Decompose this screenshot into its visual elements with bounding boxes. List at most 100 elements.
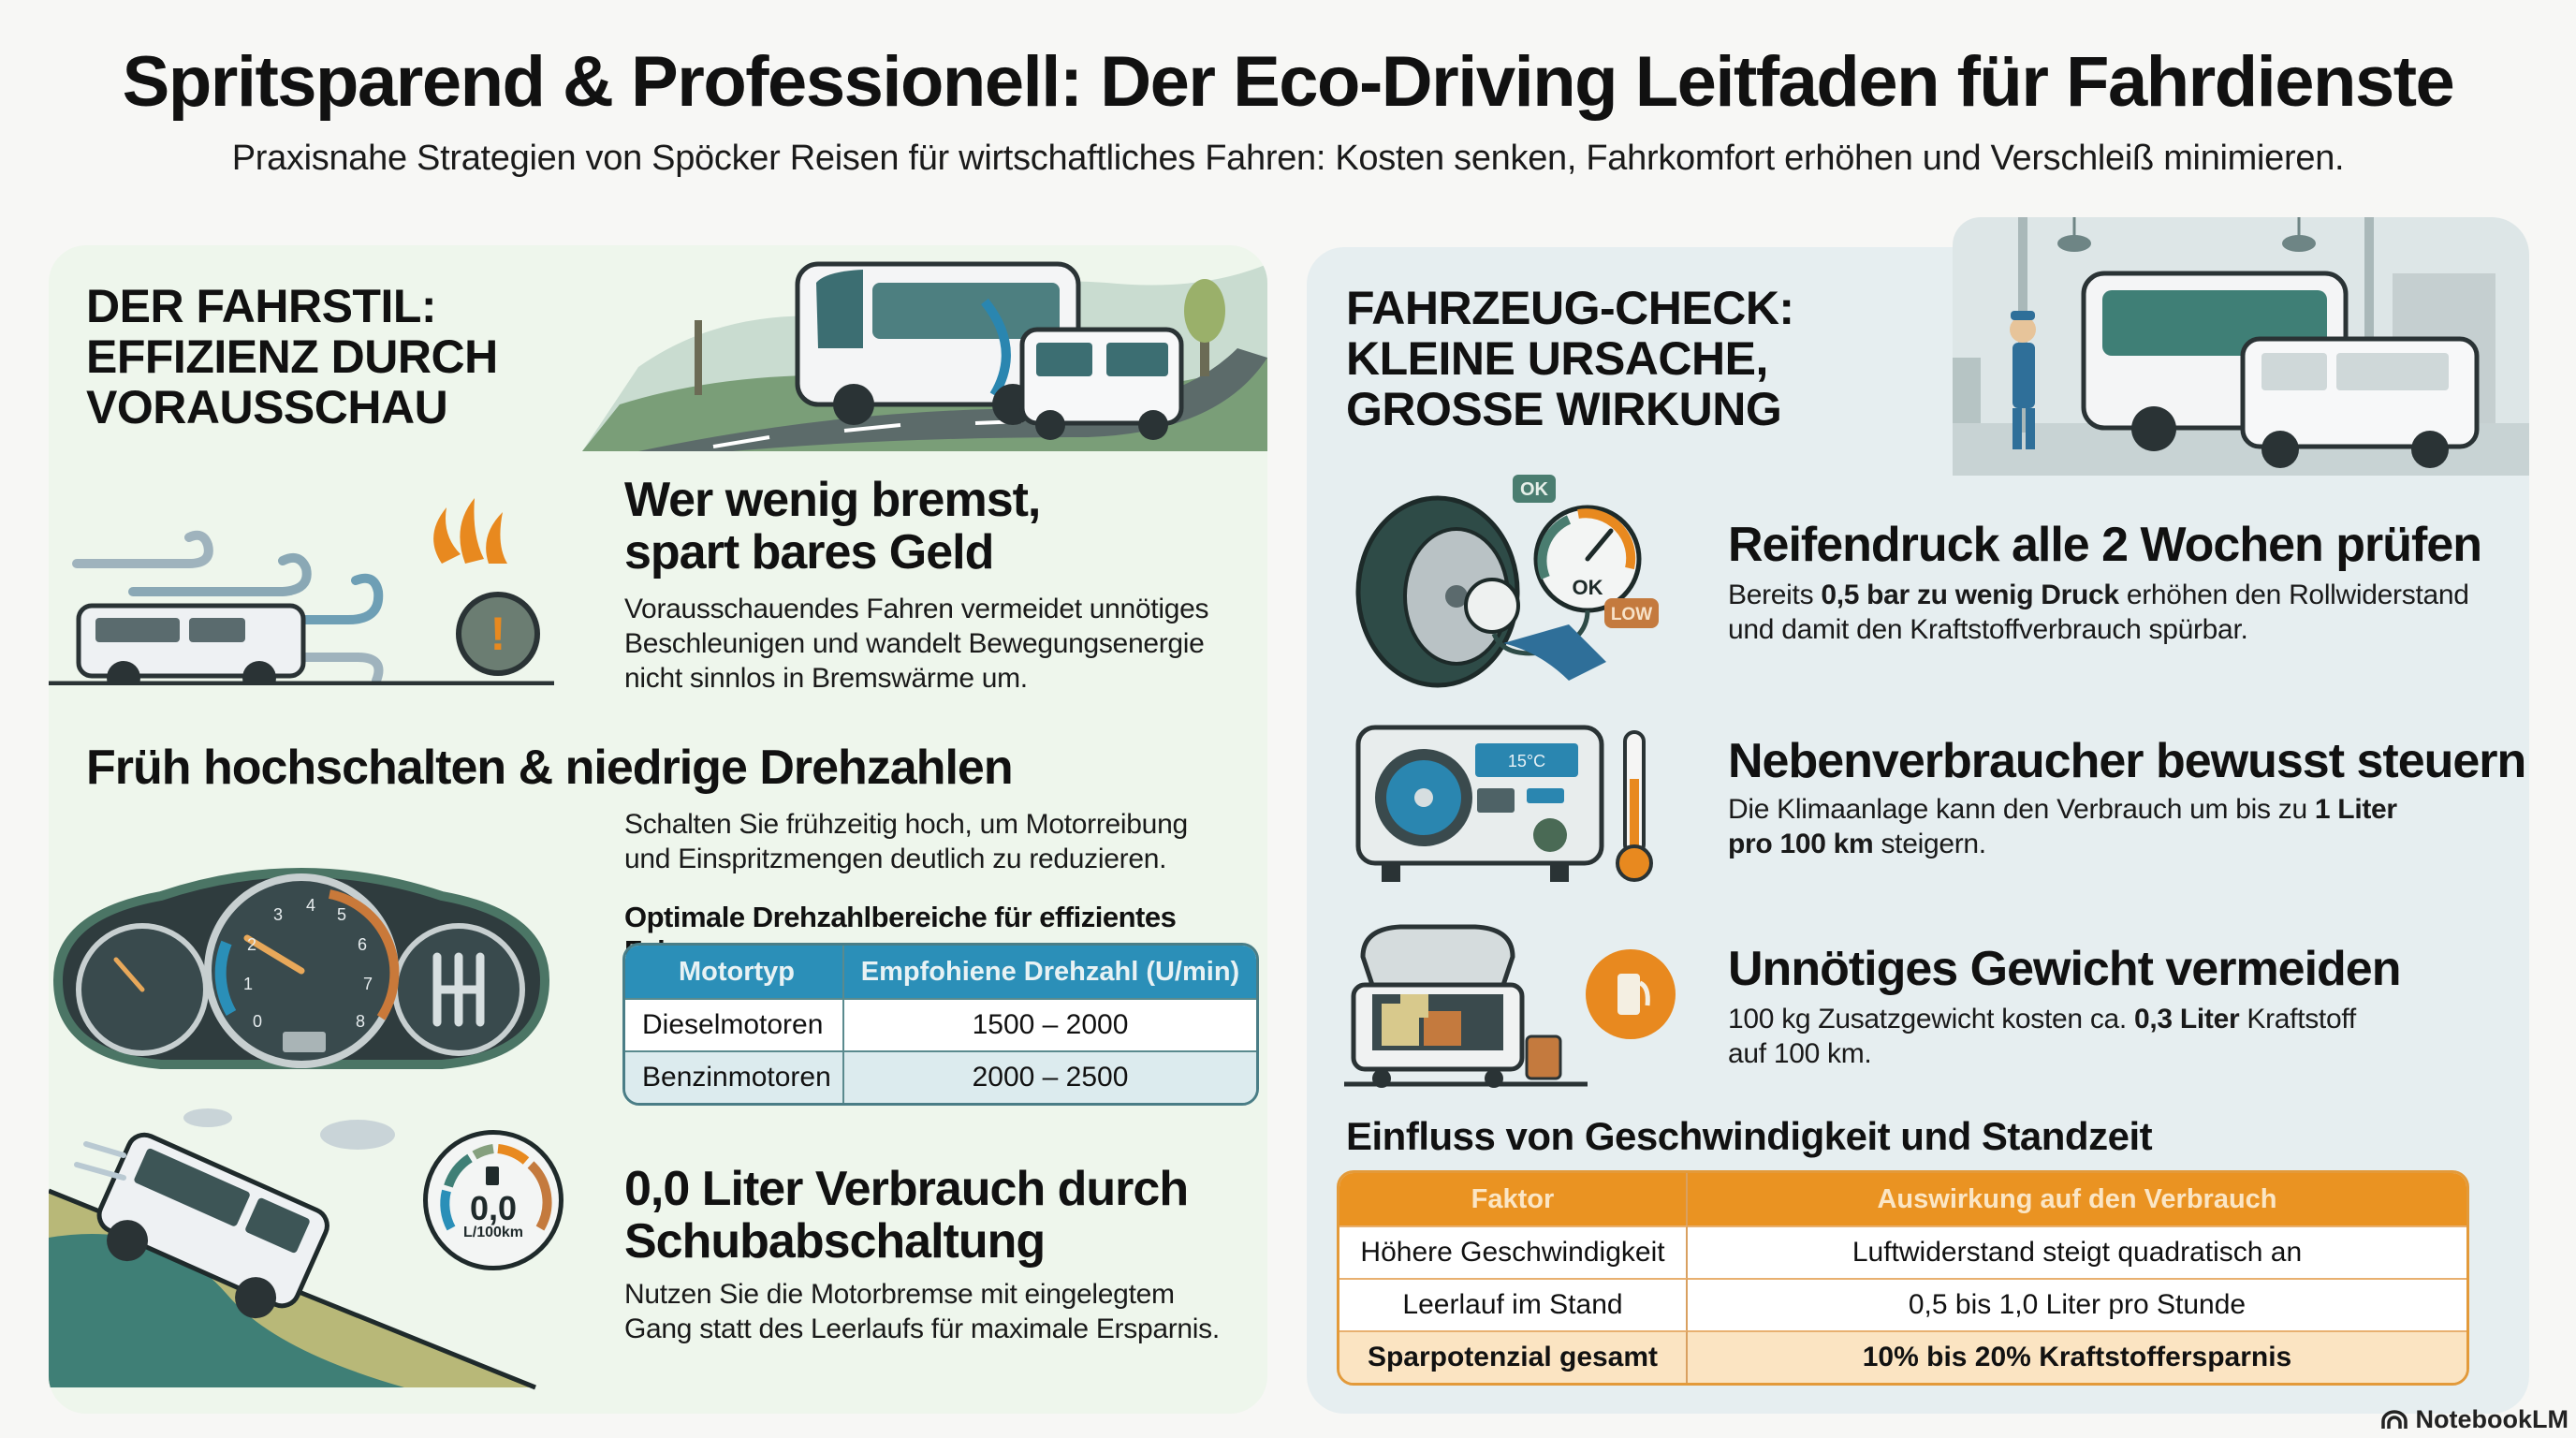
body-text: Bereits [1728,580,1822,610]
fuel-consumption-gauge: 0,0 L/100km [423,1130,564,1270]
rpm-col-header: Motortyp [625,946,844,998]
tach-label: 4 [306,896,315,915]
tach-label: 5 [337,905,346,924]
body-line: nicht sinnlos in Bremswärme um. [624,663,1028,694]
body-line: Gang statt des Leerlaufs für maximale Er… [624,1313,1220,1344]
tach-label: 6 [358,935,367,954]
heading-line: Schubabschaltung [624,1214,1046,1269]
body-line: und damit den Kraftstoffverbrauch spürba… [1728,614,2248,645]
dashboard-tachometer-icon: 0 1 2 3 4 5 6 7 8 [52,868,550,1069]
table-cell: 1500 – 2000 [844,998,1256,1050]
body-line: pro 100 km steigern. [1728,827,2397,861]
table-total-row: Sparpotenzial gesamt 10% bis 20% Kraftst… [1339,1330,2466,1383]
section-title-vehicle-check: FAHRZEUG-CHECK: KLEINE URSACHE, GROSSE W… [1346,283,1794,434]
tire-pressure-gauge-icon: OK OK LOW [1355,475,1659,688]
bus-and-van-on-road-illustration [582,261,1267,451]
page-title: Spritsparend & Professionell: Der Eco-Dr… [122,42,2455,122]
body-line: Bereits 0,5 bar zu wenig Druck erhöhen d… [1728,578,2469,612]
fuel-pump-icon [1617,974,1650,1015]
body-text: 100 kg Zusatzgewicht kosten ca. [1728,1004,2134,1034]
gauge-value: 0,0 [469,1189,518,1227]
table-row: Dieselmotoren 1500 – 2000 [625,998,1256,1050]
block-body-auxiliary-consumers: Die Klimaanlage kann den Verbrauch um bi… [1728,792,2397,861]
heading-line: 0,0 Liter Verbrauch durch [624,1162,1189,1216]
block-body-weight: 100 kg Zusatzgewicht kosten ca. 0,3 Lite… [1728,1002,2356,1071]
tach-label: 3 [273,905,283,924]
body-line: Nutzen Sie die Motorbremse mit eingelegt… [624,1279,1175,1310]
tach-label: 1 [243,975,253,993]
rpm-col-header: Empfohiene Drehzahl (U/min) [844,946,1256,998]
body-text: steigern. [1873,829,1986,859]
vehicle-check-panel: FAHRZEUG-CHECK: KLEINE URSACHE, GROSSE W… [1307,217,2529,1414]
brand-label: NotebookLM [2415,1405,2569,1433]
air-conditioner-thermometer-icon: 15°C [1355,725,1653,882]
block-heading-coasting: 0,0 Liter Verbrauch durch Schubabschaltu… [624,1162,1189,1269]
body-text-bold: pro 100 km [1728,829,1874,859]
heading-line: Wer wenig bremst, [624,473,1041,527]
table-cell: 2000 – 2500 [844,1050,1256,1103]
tach-label: 7 [363,975,373,993]
block-heading-auxiliary-consumers: Nebenverbraucher bewusst steuern [1728,734,2526,788]
body-text: erhöhen den Rollwiderstand [2118,580,2469,610]
block-heading-weight: Unnötiges Gewicht vermeiden [1728,942,2401,996]
table-row: Höhere Geschwindigkeit Luftwiderstand st… [1339,1225,2466,1278]
body-line: 100 kg Zusatzgewicht kosten ca. 0,3 Lite… [1728,1002,2356,1036]
table-cell: 10% bis 20% Kraftstoffersparnis [1688,1330,2466,1383]
table-cell: Leerlauf im Stand [1339,1278,1688,1330]
loaded-car-trunk-fuel-icon [1344,924,1588,1088]
body-text: Die Klimaanlage kann den Verbrauch um bi… [1728,794,2315,825]
block-body-coasting: Nutzen Sie die Motorbremse mit eingelegt… [624,1277,1220,1346]
block-heading-tire-pressure: Reifendruck alle 2 Wochen prüfen [1728,518,2482,572]
gauge-unit: L/100km [462,1225,524,1240]
body-text-bold: 0,3 Liter [2133,1004,2240,1034]
section-title-line: KLEINE URSACHE, [1346,332,1768,385]
table-cell: Luftwiderstand steigt quadratisch an [1688,1225,2466,1278]
page-subtitle: Praxisnahe Strategien von Spöcker Reisen… [231,139,2345,178]
section-title-line: DER FAHRSTIL: [86,280,437,332]
section-title-line: EFFIZIENZ DURCH [86,330,498,383]
impact-col-header: Auswirkung auf den Verbrauch [1688,1173,2466,1225]
workshop-mechanic-bus-van-illustration [1953,217,2529,476]
gauge-ok-label: OK [1573,576,1603,599]
tach-label: 2 [247,935,256,954]
section-title-line: FAHRZEUG-CHECK: [1346,282,1794,334]
notebooklm-logo-icon [2380,1409,2408,1429]
block-heading-shifting: Früh hochschalten & niedrige Drehzahlen [86,741,1014,795]
table-row: Benzinmotoren 2000 – 2500 [625,1050,1256,1103]
heading-line: spart bares Geld [624,525,994,580]
body-line: auf 100 km. [1728,1038,1872,1069]
body-text-bold: 0,5 bar zu wenig Druck [1821,580,2119,610]
body-line: und Einspritzmengen deutlich zu reduzier… [624,844,1167,874]
block-heading-braking: Wer wenig bremst, spart bares Geld [624,473,1041,580]
table-cell: 0,5 bis 1,0 Liter pro Stunde [1688,1278,2466,1330]
fuel-pump-badge [1586,949,1676,1039]
body-line: Die Klimaanlage kann den Verbrauch um bi… [1728,792,2397,827]
table-row: Leerlauf im Stand 0,5 bis 1,0 Liter pro … [1339,1278,2466,1330]
body-text: Kraftstoff [2239,1004,2356,1034]
table-cell: Höhere Geschwindigkeit [1339,1225,1688,1278]
table-cell: Benzinmotoren [625,1050,844,1103]
ac-display: 15°C [1508,752,1545,770]
notebooklm-badge: NotebookLM [2380,1405,2569,1434]
block-body-braking: Vorausschauendes Fahren vermeidet unnöti… [624,592,1208,696]
impact-table-caption: Einfluss von Geschwindigkeit und Standze… [1346,1114,2153,1158]
body-line: Beschleunigen und wandelt Bewegungsenerg… [624,628,1205,659]
rpm-table: Motortyp Empfohiene Drehzahl (U/min) Die… [622,943,1259,1106]
ok-badge: OK [1520,479,1549,500]
block-body-shifting: Schalten Sie frühzeitig hoch, um Motorre… [624,807,1188,876]
tach-label: 8 [356,1012,365,1031]
svg-text:!: ! [490,608,506,660]
section-title-line: GROSSE WIRKUNG [1346,383,1782,435]
gauge-arc-icon [440,1144,552,1231]
body-line: Vorausschauendes Fahren vermeidet unnöti… [624,594,1209,624]
driving-style-panel: DER FAHRSTIL: EFFIZIENZ DURCH VORAUSSCHA… [49,245,1267,1414]
van-with-wind-and-brake-heat-icon: ! [49,498,554,685]
body-line: Schalten Sie frühzeitig hoch, um Motorre… [624,809,1188,840]
table-cell: Dieselmotoren [625,998,844,1050]
block-body-tire-pressure: Bereits 0,5 bar zu wenig Druck erhöhen d… [1728,578,2469,647]
low-badge: LOW [1611,605,1652,624]
impact-table: Faktor Auswirkung auf den Verbrauch Höhe… [1337,1170,2469,1386]
body-text-bold: 1 Liter [2314,794,2397,825]
section-title-driving-style: DER FAHRSTIL: EFFIZIENZ DURCH VORAUSSCHA… [86,281,498,433]
van-downhill-icon [49,1108,536,1390]
